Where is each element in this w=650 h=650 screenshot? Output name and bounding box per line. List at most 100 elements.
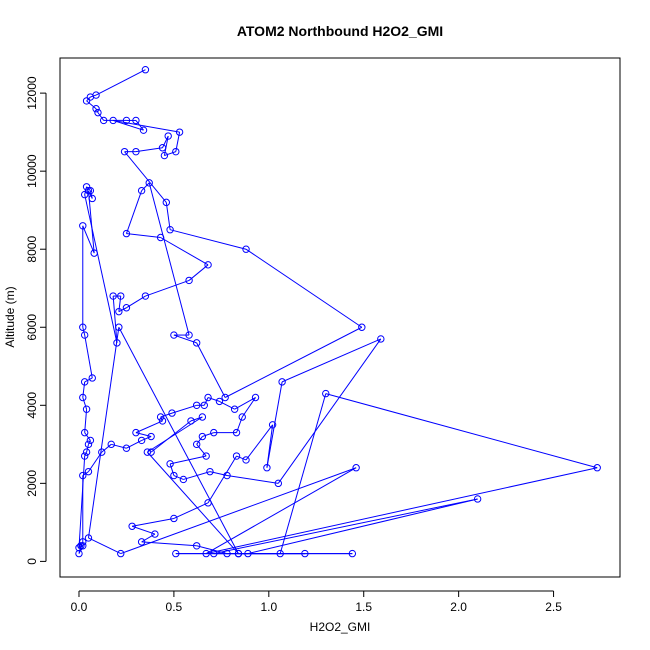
data-point xyxy=(242,456,250,464)
data-point xyxy=(166,460,174,468)
series-segment xyxy=(135,147,163,153)
data-point xyxy=(109,116,117,125)
series-segment xyxy=(131,525,156,535)
data-point xyxy=(109,292,117,300)
data-point xyxy=(141,66,150,74)
data-point xyxy=(79,538,87,546)
data-point xyxy=(232,428,241,437)
series-segment xyxy=(84,377,93,383)
data-point xyxy=(99,116,108,125)
x-tick-label: 0.0 xyxy=(71,600,88,614)
data-point xyxy=(244,549,252,558)
data-point xyxy=(117,292,125,300)
data-point xyxy=(221,393,229,402)
data-point xyxy=(156,233,165,242)
data-point xyxy=(170,331,178,339)
series-segment xyxy=(88,537,121,555)
series-lines xyxy=(78,69,598,555)
series-segment xyxy=(141,436,152,441)
data-point xyxy=(185,331,193,339)
series-segment xyxy=(84,409,88,433)
data-point xyxy=(198,432,207,441)
data-point xyxy=(86,93,95,101)
series-segment xyxy=(148,182,190,336)
series-segment xyxy=(95,69,146,96)
data-point xyxy=(80,331,89,339)
data-point xyxy=(172,147,180,156)
series-segment xyxy=(169,463,175,476)
series-segment xyxy=(82,381,86,398)
data-point xyxy=(82,405,91,413)
data-point xyxy=(77,542,85,550)
x-tick-label: 0.5 xyxy=(166,600,183,614)
data-point xyxy=(113,339,121,347)
series-segment xyxy=(213,498,478,555)
series-segment xyxy=(150,420,192,453)
data-point xyxy=(90,249,98,257)
data-point xyxy=(187,417,195,425)
data-point xyxy=(192,339,201,347)
data-point xyxy=(377,335,385,343)
series-segment xyxy=(325,393,598,469)
data-point xyxy=(242,245,250,253)
data-point xyxy=(79,323,87,331)
data-point xyxy=(348,549,357,558)
y-tick-label: 4000 xyxy=(25,392,39,419)
data-point xyxy=(276,549,284,558)
data-point xyxy=(204,499,212,507)
series-segment xyxy=(196,444,207,457)
data-point xyxy=(79,393,87,402)
series-segment xyxy=(173,502,209,519)
data-point xyxy=(232,452,241,460)
series-segment xyxy=(281,338,382,383)
series-segment xyxy=(206,467,598,555)
series-segment xyxy=(118,307,127,313)
series-segment xyxy=(266,381,283,468)
data-point xyxy=(204,261,212,269)
series-segment xyxy=(126,295,146,309)
data-point xyxy=(147,432,155,441)
data-point xyxy=(164,132,172,140)
data-point xyxy=(192,440,201,449)
series-segment xyxy=(207,397,220,402)
data-point xyxy=(115,307,123,316)
series-segment xyxy=(162,135,169,148)
data-point xyxy=(198,413,207,421)
data-point xyxy=(234,549,243,558)
x-tick-label: 2.5 xyxy=(545,600,562,614)
data-point xyxy=(301,549,309,558)
data-point xyxy=(117,549,125,558)
data-point xyxy=(210,549,218,558)
series-segment xyxy=(266,424,274,468)
data-point xyxy=(141,292,150,300)
data-point xyxy=(147,448,155,456)
series-segment xyxy=(87,327,120,539)
data-point xyxy=(170,514,178,523)
series-segment xyxy=(84,194,118,343)
series-segment xyxy=(224,326,363,398)
data-point xyxy=(352,464,360,472)
data-point xyxy=(168,409,176,417)
data-point xyxy=(251,393,260,402)
data-point xyxy=(238,413,246,421)
series-segment xyxy=(84,432,91,441)
series-segment xyxy=(86,444,89,453)
series-segment xyxy=(245,424,274,461)
data-point xyxy=(322,389,330,398)
data-point xyxy=(192,401,201,410)
series-segment xyxy=(125,190,143,234)
data-point xyxy=(132,116,140,125)
series-segment xyxy=(160,412,173,418)
y-tick-label: 0 xyxy=(25,558,39,565)
data-point xyxy=(139,126,148,134)
series-segment xyxy=(78,455,86,548)
x-tick-label: 2.0 xyxy=(450,600,467,614)
series-segment xyxy=(188,264,209,281)
data-point xyxy=(79,222,87,230)
axes: 0.0 0.5 1.0 1.5 2.0 2.5 0 2000 4000 6000 8000 10000… xyxy=(25,57,621,614)
data-point xyxy=(223,549,231,558)
data-point xyxy=(160,151,169,160)
data-point xyxy=(115,323,123,331)
data-point xyxy=(268,421,277,429)
